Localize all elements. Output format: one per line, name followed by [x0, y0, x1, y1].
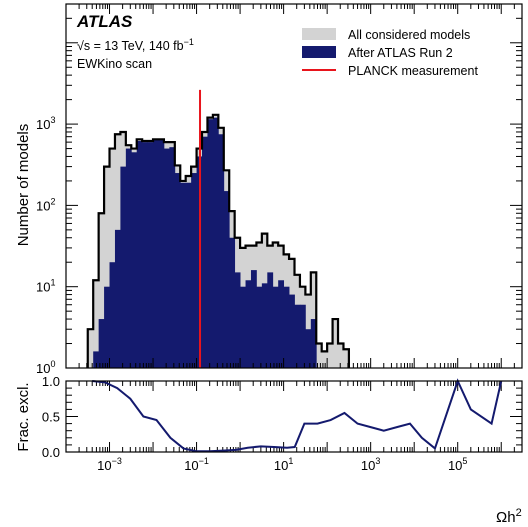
ratio-y-tick-label: 0.5	[42, 410, 60, 425]
ratio-y-tick-label: 1.0	[42, 374, 60, 389]
all-models-outline	[86, 113, 351, 368]
histogram-bar	[212, 117, 219, 368]
main-histogram-panel: Number of models 100 101 102 103 ATLAS √s =…	[15, 3, 523, 376]
histogram-bar	[104, 166, 110, 368]
histogram-bar	[109, 148, 116, 368]
histogram-bar	[332, 319, 339, 368]
ratio-y-tick-label: 0.0	[42, 445, 60, 460]
histogram-bar	[191, 173, 197, 368]
x-axis-label-base: Ωh	[496, 509, 516, 526]
legend-label-planck: PLANCK measurement	[348, 64, 478, 78]
histogram-bar	[289, 294, 295, 368]
histogram-bar	[294, 304, 301, 368]
ratio-y-tick-labels: 0.0 0.5 1.0	[42, 374, 60, 460]
x-tick-label: 101	[274, 456, 293, 473]
x-tick-labels: 10−3 10−1 101 103 105	[97, 456, 467, 473]
histogram-bar	[185, 182, 192, 368]
y-axis-label: Number of models	[15, 124, 32, 247]
x-axis-label-exp: 2	[516, 507, 522, 519]
histogram-bar	[87, 329, 94, 368]
x-axis-label: Ωh2	[496, 507, 522, 526]
frac-excl-line	[92, 378, 503, 453]
ratio-y-label: Frac. excl.	[15, 382, 32, 451]
x-tick-label: 10−1	[184, 456, 209, 473]
histogram-bar	[142, 142, 149, 368]
scan-label: EWKino scan	[77, 57, 152, 71]
histogram-bar	[98, 319, 105, 368]
x-tick-label: 103	[361, 456, 380, 473]
histogram-bar	[136, 140, 143, 368]
legend-label-after: After ATLAS Run 2	[348, 46, 453, 60]
histogram-bar	[174, 173, 181, 368]
histogram-bar	[120, 166, 127, 368]
histogram-bar	[234, 272, 241, 368]
histogram-bar	[256, 286, 263, 368]
histogram-bar	[278, 280, 285, 368]
histogram-bar	[223, 191, 230, 368]
histogram-bar	[93, 280, 100, 368]
histogram-bar	[299, 304, 306, 368]
histogram-bar	[316, 343, 323, 368]
after-run2-bars	[93, 117, 317, 368]
main-y-tick-labels: 100 101 102 103	[36, 115, 55, 376]
histogram-bar	[169, 147, 176, 368]
y-tick-label: 100	[36, 359, 55, 376]
histogram-bar	[207, 119, 214, 368]
y-tick-label: 103	[36, 115, 55, 132]
energy-label: √s = 13 TeV, 140 fb−1	[77, 37, 194, 53]
histogram-bar	[125, 148, 132, 368]
legend-swatch-all	[302, 28, 336, 40]
x-tick-label: 105	[448, 456, 467, 473]
main-frame	[65, 3, 523, 369]
histogram-bar	[321, 351, 328, 368]
histogram-bar	[158, 139, 165, 368]
histogram-bar	[98, 213, 105, 368]
x-tick-label: 10−3	[97, 456, 122, 473]
histogram-bar	[93, 351, 100, 368]
energy-exponent: −1	[184, 37, 194, 47]
histogram-bar	[153, 139, 159, 368]
histogram-bar	[261, 283, 268, 368]
histogram-bar	[202, 136, 208, 368]
ratio-panel: Frac. excl. 0.00.51.0 10−3 10−1 101 103 105 …	[15, 374, 523, 526]
y-tick-label: 101	[36, 278, 55, 295]
histogram-bar	[310, 319, 317, 368]
histogram-bar	[240, 286, 246, 368]
histogram-bar	[147, 142, 154, 368]
y-tick-label: 102	[36, 196, 55, 213]
histogram-bar	[267, 272, 274, 368]
histogram-bar	[114, 229, 121, 368]
histogram-bar	[229, 237, 236, 368]
histogram-bar	[218, 134, 225, 368]
ratio-frame	[65, 380, 523, 453]
histogram-bar	[343, 349, 350, 368]
histogram-bar	[283, 286, 290, 368]
energy-text: √s = 13 TeV, 140 fb	[77, 39, 184, 53]
histogram-bar	[180, 182, 187, 368]
histogram-bar	[163, 148, 170, 368]
legend: All considered models After ATLAS Run 2 …	[302, 28, 478, 78]
histogram-bar	[305, 329, 312, 368]
histogram-bar	[245, 280, 252, 368]
histogram-bar	[338, 343, 344, 368]
legend-swatch-after	[302, 46, 336, 58]
histogram-bar	[327, 343, 333, 368]
histogram-bar	[272, 286, 279, 368]
histogram-bar	[131, 152, 138, 368]
histogram-bar	[109, 262, 116, 368]
atlas-label: ATLAS	[76, 12, 133, 31]
histogram-bar	[250, 270, 257, 368]
histogram-bar	[104, 286, 110, 368]
legend-label-all: All considered models	[348, 28, 470, 42]
